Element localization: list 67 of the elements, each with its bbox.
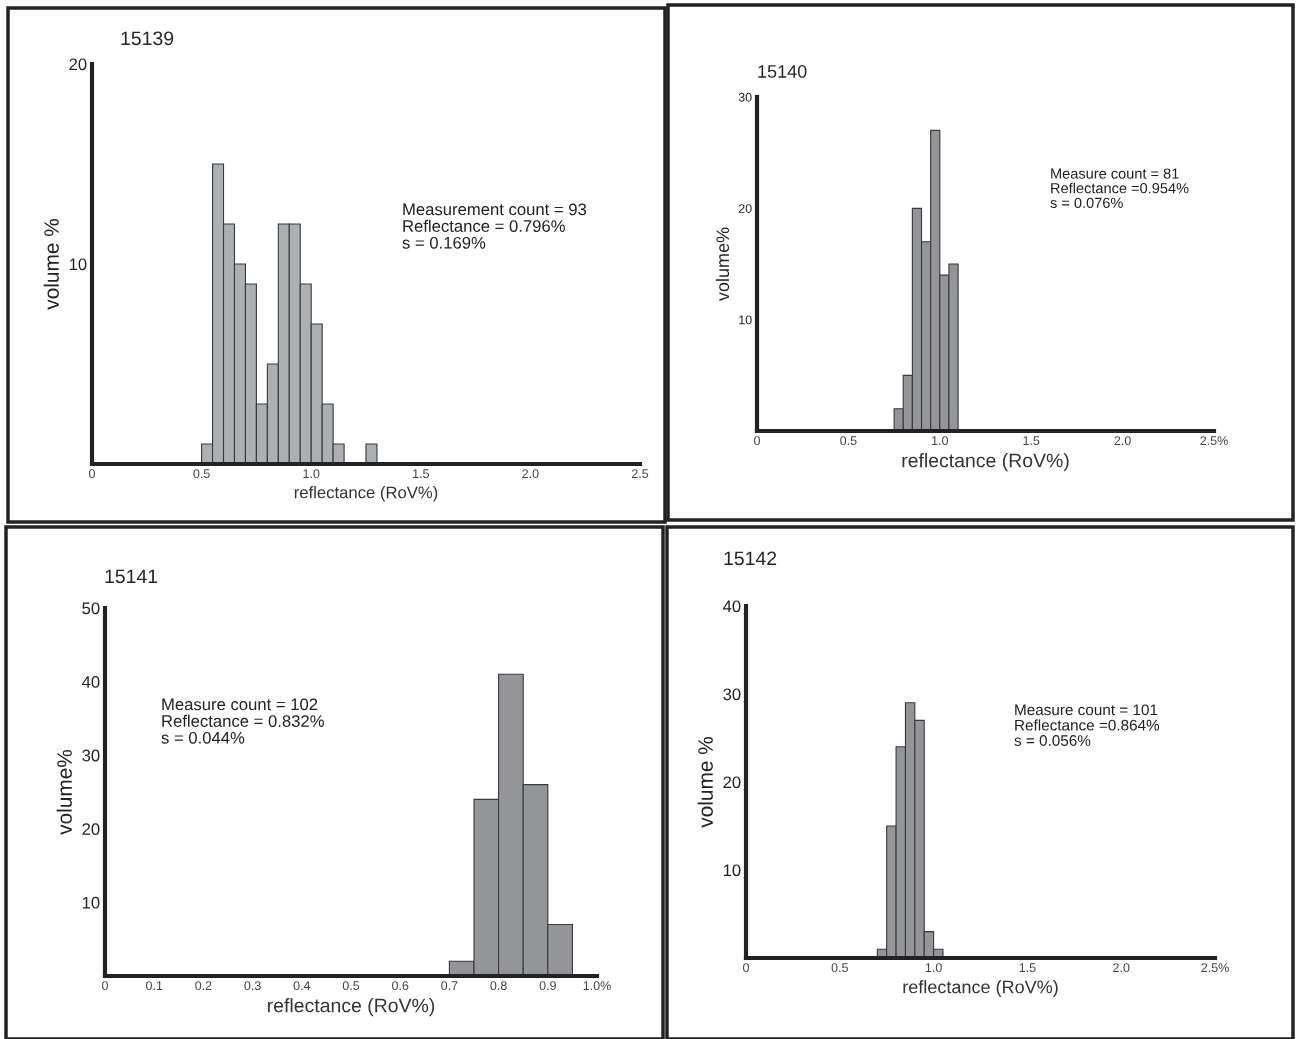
x-tick-label: 0.2	[195, 981, 212, 991]
x-axis-title: reflectance (RoV%)	[294, 486, 438, 502]
x-tick-label: 2.5	[631, 469, 649, 479]
annotation: Measure count = 101	[1015, 704, 1158, 716]
y-tick-label: 20	[82, 823, 100, 835]
chart-title: 15141	[105, 569, 158, 584]
x-tick-label: 0.4	[293, 981, 311, 991]
y-tick-label: 50	[82, 602, 100, 615]
x-tick-label: 0.7	[441, 981, 458, 991]
y-tick-label: 30	[738, 92, 752, 102]
x-tick-label: 1.5	[1019, 963, 1036, 973]
x-tick-label: 2.0	[1114, 436, 1131, 446]
y-tick-label: 30	[82, 749, 100, 762]
annotation: Reflectance = 0.796%	[403, 219, 565, 232]
x-tick-label: 0.5	[840, 436, 857, 446]
x-tick-label: 0.9	[539, 981, 556, 991]
y-tick-label: 10	[82, 896, 100, 909]
x-tick-label: 0.5	[193, 469, 210, 479]
x-axis-title: reflectance (RoV%)	[902, 453, 1069, 472]
x-tick-label: 1.0	[925, 963, 942, 973]
chart-title: 15139	[121, 31, 174, 46]
annotation: Measurement count = 93	[403, 203, 587, 216]
annotation: Measure count = 102	[162, 698, 318, 711]
x-tick-label: 0	[102, 981, 108, 991]
annotation: Reflectance =0.864%	[1015, 719, 1160, 731]
x-axis-title: reflectance (RoV%)	[268, 998, 435, 1017]
x-tick-label: 1.5	[413, 469, 429, 479]
y-tick-label: 10	[69, 258, 87, 271]
x-tick-label: 2.5%	[1201, 963, 1229, 973]
y-tick-label: 30	[723, 688, 741, 701]
y-axis-title: volume %	[43, 219, 59, 310]
y-tick-label: 20	[723, 776, 741, 789]
x-tick-label: 1.5	[1023, 436, 1040, 446]
x-tick-label: 1.0	[932, 436, 948, 446]
annotation: s = 0.044%	[161, 731, 245, 744]
annotation: s = 0.056%	[1014, 735, 1091, 746]
x-tick-label: 0.8	[490, 981, 507, 991]
x-tick-label: 2.0	[1113, 963, 1130, 973]
y-tick-label: 20	[738, 204, 752, 213]
x-tick-label: 0.3	[244, 981, 261, 991]
y-tick-label: 10	[739, 315, 752, 325]
y-axis-title: volume%	[56, 749, 72, 835]
x-tick-label: 0.1	[146, 981, 163, 991]
y-axis-title: volume%	[715, 227, 730, 302]
chart-title: 15142	[724, 551, 777, 566]
x-tick-label: 2.0	[522, 469, 539, 479]
y-tick-label: 20	[69, 58, 87, 71]
x-tick-label: 1.0	[303, 469, 320, 479]
x-tick-label: 0.6	[392, 981, 409, 991]
x-tick-label: 0.5	[831, 963, 848, 973]
x-axis-title: reflectance (RoV%)	[903, 980, 1058, 997]
annotation: Measure count = 81	[1051, 168, 1179, 179]
annotation: s = 0.076%	[1050, 197, 1123, 209]
x-tick-label: 0	[743, 963, 749, 973]
x-tick-label: 0	[89, 469, 95, 479]
x-tick-label: 1.0%	[583, 981, 611, 991]
x-tick-label: 0	[754, 436, 760, 446]
annotation: s = 0.169%	[402, 236, 486, 249]
annotation: Reflectance = 0.832%	[162, 714, 324, 727]
annotation: Reflectance =0.954%	[1051, 182, 1189, 194]
chart-title: 15140	[758, 65, 807, 78]
x-tick-label: 0.5	[342, 981, 360, 991]
y-axis-title: volume %	[697, 737, 713, 828]
x-tick-label: 2.5%	[1200, 436, 1228, 446]
y-tick-label: 10	[723, 864, 741, 877]
y-tick-label: 40	[722, 600, 741, 613]
y-tick-label: 40	[81, 676, 100, 688]
